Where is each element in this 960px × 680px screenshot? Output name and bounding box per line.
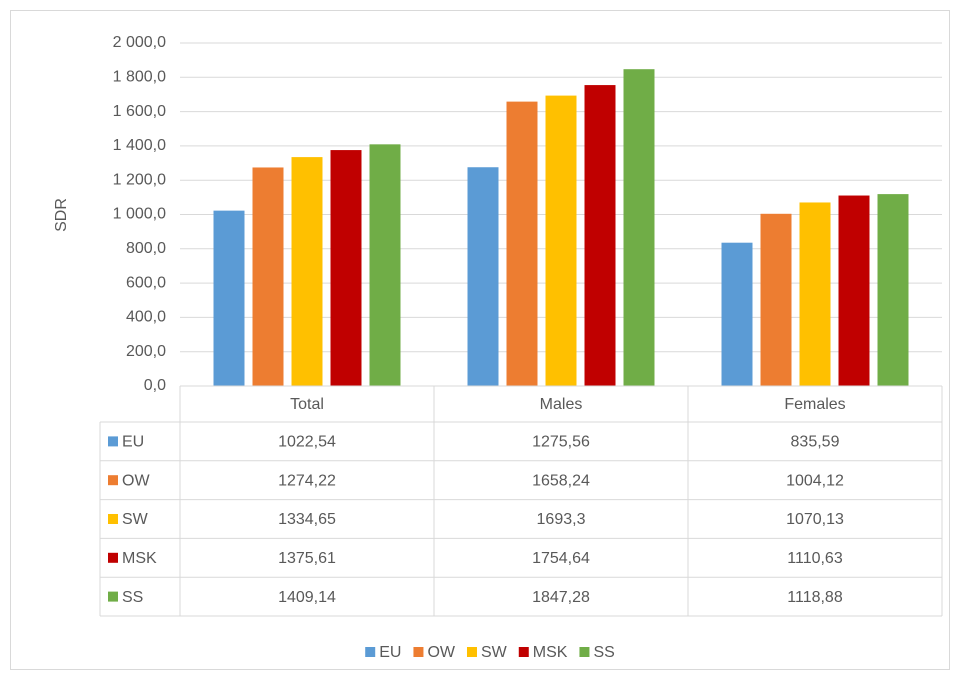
table-value: 1004,12	[786, 472, 844, 489]
y-tick-label: 0,0	[144, 377, 166, 394]
table-legend-key	[108, 591, 118, 602]
bar	[877, 194, 909, 386]
table-value: 1334,65	[278, 511, 336, 528]
y-tick-label: 1 600,0	[113, 103, 166, 120]
x-tick-label: Total	[290, 396, 324, 413]
table-series-name: EU	[122, 434, 144, 451]
y-axis-label: SDR	[53, 198, 70, 232]
y-tick-label: 400,0	[126, 309, 166, 326]
legend-key	[413, 647, 424, 657]
bar	[838, 195, 870, 386]
x-tick-label: Females	[784, 396, 845, 413]
table-value: 1110,63	[787, 550, 843, 567]
table-value: 1847,28	[532, 589, 590, 606]
bar	[760, 213, 792, 386]
y-tick-label: 1 800,0	[113, 69, 166, 86]
bar	[721, 242, 753, 386]
x-tick-label: Males	[540, 396, 583, 413]
legend-label: MSK	[533, 644, 568, 661]
table-legend-key	[108, 475, 118, 486]
table-legend-key	[108, 436, 118, 447]
legend-key	[579, 647, 590, 657]
bar	[506, 101, 538, 386]
bar	[252, 167, 284, 386]
bar	[330, 150, 362, 386]
bar	[213, 210, 245, 386]
table-value: 1658,24	[532, 472, 590, 489]
bar	[467, 167, 499, 386]
legend-label: OW	[427, 644, 455, 661]
bar	[545, 95, 577, 386]
table-value: 1070,13	[786, 511, 844, 528]
table-value: 1275,56	[532, 434, 590, 451]
legend-label: SW	[481, 644, 508, 661]
bar	[799, 202, 831, 386]
legend-label: EU	[379, 644, 401, 661]
legend-key	[518, 647, 529, 657]
table-value: 1693,3	[537, 511, 586, 528]
table-value: 835,59	[791, 434, 840, 451]
y-tick-label: 600,0	[126, 274, 166, 291]
table-value: 1754,64	[532, 550, 590, 567]
table-legend-key	[108, 514, 118, 524]
table-series-name: MSK	[122, 550, 157, 567]
table-value: 1375,61	[278, 550, 336, 567]
table-legend-key	[108, 552, 118, 563]
bar	[291, 157, 323, 386]
table-value: 1022,54	[278, 434, 336, 451]
table-value: 1274,22	[278, 472, 336, 489]
legend-key	[365, 647, 376, 657]
legend: EU OW SW MSK SS	[365, 644, 615, 661]
table-series-name: SW	[122, 511, 149, 528]
y-tick-label: 1 200,0	[113, 171, 166, 188]
y-tick-label: 1 400,0	[113, 137, 166, 154]
bar	[623, 69, 655, 387]
y-tick-label: 800,0	[126, 240, 166, 257]
table-value: 1118,88	[787, 589, 843, 606]
bar	[584, 85, 616, 387]
table-value: 1409,14	[278, 589, 336, 606]
legend-label: SS	[593, 644, 614, 661]
table-series-name: OW	[122, 472, 150, 489]
y-tick-label: 1 000,0	[113, 206, 166, 223]
bar	[369, 144, 401, 386]
legend-key	[466, 647, 477, 657]
y-tick-label: 200,0	[126, 343, 166, 360]
y-tick-label: 2 000,0	[113, 34, 166, 51]
table-series-name: SS	[122, 589, 143, 606]
